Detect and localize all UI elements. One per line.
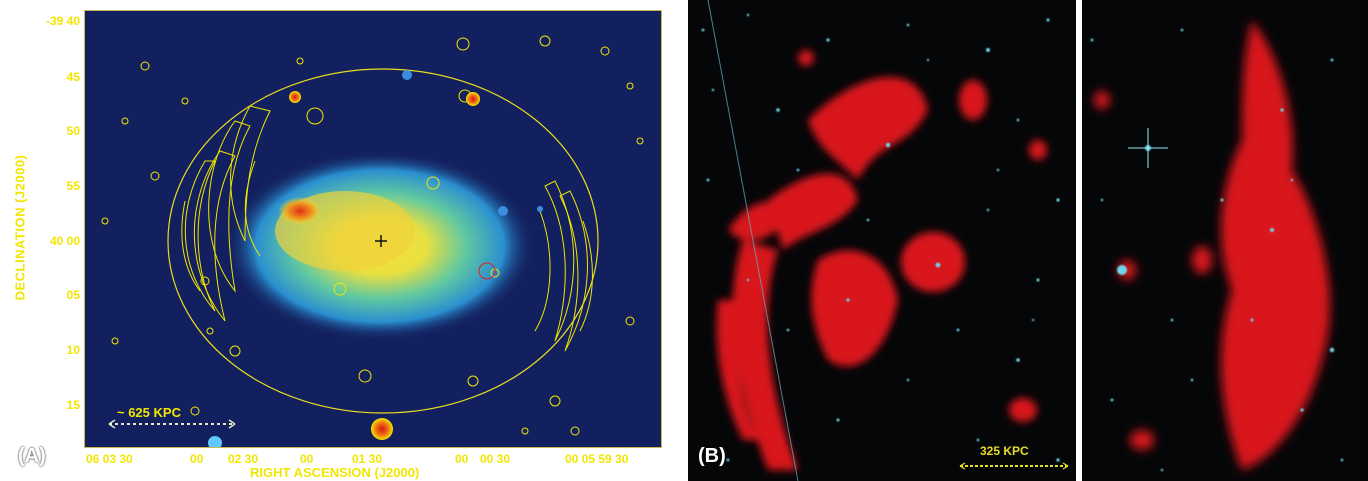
radio-relic-emission xyxy=(716,50,1047,470)
panel-b-right-image xyxy=(1082,0,1368,481)
panel-a: DECLINATION (J2000) -39 40 45 50 55 40 0… xyxy=(0,0,668,481)
x-tick: 02 30 xyxy=(228,452,259,466)
virial-radius-circle xyxy=(167,68,599,414)
compact-source xyxy=(371,418,393,440)
radio-optical-overlay-left xyxy=(688,0,1076,481)
cluster-center-cross xyxy=(375,235,387,247)
y-tick: 50 xyxy=(66,124,80,138)
y-tick: 40 00 xyxy=(49,234,80,248)
scale-label-b: 325 KPC xyxy=(980,444,1029,458)
radio-optical-overlay-right xyxy=(1082,0,1368,481)
x-tick: 00 xyxy=(300,452,314,466)
xray-peak xyxy=(278,197,322,225)
marker-circle xyxy=(478,262,496,280)
compact-source xyxy=(289,91,301,103)
scale-label-a: ~ 625 KPC xyxy=(117,405,181,420)
x-tick: 06 03 30 xyxy=(86,452,133,466)
x-tick: 00 xyxy=(455,452,469,466)
x-tick: 00 xyxy=(190,452,204,466)
x-tick: 00 30 xyxy=(480,452,511,466)
x-tick: 01 30 xyxy=(352,452,383,466)
y-tick: -39 40 xyxy=(45,14,80,28)
y-tick: 05 xyxy=(66,288,80,302)
panel-tag-a: (A) xyxy=(18,445,46,467)
compact-source xyxy=(208,436,222,447)
panel-b-left-image: 325 KPC (B) xyxy=(688,0,1076,481)
compact-source xyxy=(466,92,480,106)
compact-source xyxy=(537,206,543,212)
compact-source xyxy=(402,70,412,80)
map-image xyxy=(101,35,644,447)
y-tick: 55 xyxy=(66,179,80,193)
x-tick: 00 05 59 30 xyxy=(565,452,629,466)
relic-west-contours xyxy=(181,105,271,322)
radio-xray-map: ~ 625 KPC xyxy=(84,10,662,448)
star-field xyxy=(701,13,1060,462)
compact-source xyxy=(498,206,508,216)
star-spike xyxy=(1128,128,1168,168)
y-axis-label: DECLINATION (J2000) xyxy=(12,154,28,301)
y-tick: 45 xyxy=(66,70,80,84)
y-tick: 10 xyxy=(66,343,80,357)
radio-relic-emission-east xyxy=(1094,20,1331,470)
panel-tag-b: (B) xyxy=(698,445,726,467)
relic-east-contours xyxy=(534,180,593,352)
y-tick: 15 xyxy=(66,398,80,412)
x-axis-label: RIGHT ASCENSION (J2000) xyxy=(250,465,420,480)
point-source-contours xyxy=(101,35,644,436)
